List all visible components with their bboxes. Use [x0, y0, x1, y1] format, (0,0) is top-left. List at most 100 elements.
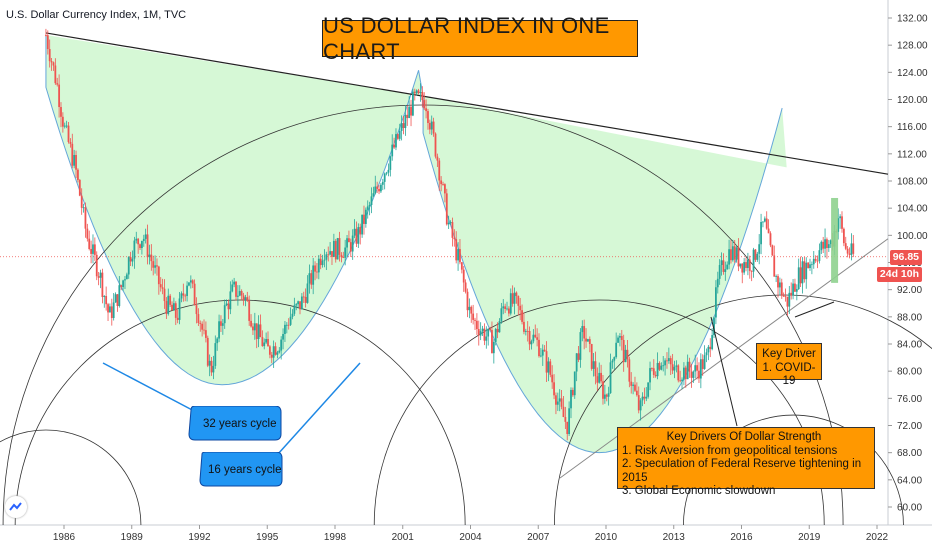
candle-body [178, 298, 181, 320]
candle-body [261, 337, 264, 347]
pointer-32y [102, 362, 197, 413]
candle-body [280, 339, 283, 351]
candle-body [731, 246, 734, 261]
candle-body [756, 253, 759, 260]
candle-body [750, 270, 753, 272]
candle-body [287, 324, 290, 326]
candle-body [353, 228, 356, 236]
candle-body [427, 111, 429, 123]
candle-body [513, 292, 516, 304]
candle-body [739, 263, 742, 267]
x-tick-label: 2007 [527, 532, 550, 543]
candle-body [381, 181, 384, 185]
candle-body [827, 244, 830, 249]
candle-body [594, 361, 597, 377]
candle-body [90, 248, 92, 254]
candle-body [302, 296, 305, 298]
y-tick-label: 124.00 [897, 68, 928, 79]
candle-body [131, 258, 134, 262]
candle-body [803, 261, 806, 280]
candle-body [711, 335, 714, 350]
candle-body [777, 276, 779, 288]
candle-body [788, 292, 791, 307]
covid-item: 1. COVID-19 [762, 361, 816, 388]
candle-body [698, 370, 700, 379]
candle-body [144, 234, 147, 239]
candle-body [850, 243, 853, 255]
callout-32-years [188, 406, 282, 441]
candle-body [61, 116, 64, 127]
chart-banner-title: US DOLLAR INDEX IN ONE CHART [322, 13, 638, 64]
candle-body [718, 265, 721, 279]
candle-body [380, 184, 382, 192]
candle-body [268, 346, 271, 355]
candle-body [737, 247, 740, 267]
candle-body [733, 246, 736, 260]
candle-body [214, 343, 217, 366]
candle-body [472, 313, 475, 320]
candle-body [481, 328, 484, 332]
candle-body [748, 259, 751, 271]
candle-body [504, 306, 507, 310]
candle-body [626, 349, 629, 360]
cycle-arc-16y-right [373, 299, 825, 526]
candle-body [592, 361, 595, 369]
candle-body [556, 401, 559, 405]
candle-body [794, 283, 796, 292]
candle-body [346, 238, 348, 248]
y-tick-label: 80.00 [897, 367, 922, 378]
candle-body [376, 186, 379, 189]
candle-body [541, 349, 544, 356]
candle-body [564, 416, 567, 422]
y-tick-label: 88.00 [897, 312, 922, 323]
candle-body [69, 141, 72, 144]
candle-body [573, 371, 576, 396]
candle-body [331, 251, 333, 257]
candle-body [746, 259, 749, 269]
candle-body [571, 389, 574, 396]
candle-body [681, 379, 683, 381]
cycle-arc-32y-right [2, 104, 844, 526]
candle-body [342, 257, 345, 258]
candle-body [306, 283, 309, 303]
candle-body [543, 349, 546, 352]
candle-body [387, 169, 390, 173]
candle-body [174, 303, 177, 318]
candle-body [492, 341, 495, 354]
candle-body [272, 346, 275, 358]
candle-body [444, 184, 446, 194]
candle-body [60, 107, 62, 117]
candle-body [709, 346, 712, 350]
candle-body [624, 349, 627, 363]
candle-body [278, 350, 281, 353]
y-tick-label: 104.00 [897, 204, 928, 215]
candle-body [118, 285, 121, 306]
candle-body [528, 331, 531, 345]
candle-body [231, 284, 234, 292]
candle-body [460, 262, 463, 270]
candle-body [841, 216, 843, 229]
candle-body [355, 228, 358, 244]
candle-body [242, 295, 245, 300]
candle-body [161, 287, 164, 289]
candle-body [110, 306, 113, 319]
candle-body [517, 296, 520, 306]
candle-body [276, 352, 279, 355]
candle-body [620, 336, 623, 340]
candle-body [743, 262, 746, 273]
candle-body [114, 294, 117, 303]
candle-body [246, 297, 249, 301]
candle-body [511, 293, 514, 304]
y-tick-label: 116.00 [897, 122, 927, 133]
candle-body [775, 276, 778, 277]
candle-body [45, 34, 47, 36]
tradingview-logo-icon[interactable] [5, 496, 27, 518]
y-tick-label: 60.00 [897, 503, 922, 514]
x-tick-label: 2022 [866, 532, 889, 543]
candle-body [715, 287, 717, 318]
candle-body [120, 285, 123, 288]
candle-body [654, 374, 657, 377]
candle-body [236, 295, 239, 297]
